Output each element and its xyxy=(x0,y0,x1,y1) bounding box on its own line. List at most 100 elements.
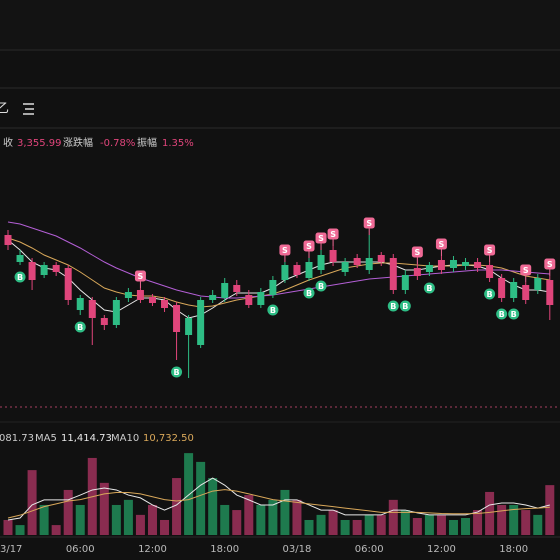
menu-icon[interactable] xyxy=(23,103,34,115)
volume-bar xyxy=(292,499,302,535)
vol-value: 081.73 xyxy=(0,433,34,444)
marker-badge xyxy=(267,304,279,316)
sell-marker: S xyxy=(411,246,423,264)
marker-badge xyxy=(327,228,339,240)
sell-marker: S xyxy=(544,258,556,276)
volume-bar xyxy=(473,510,483,535)
x-tick-label: 12:00 xyxy=(138,544,167,555)
volume-bar xyxy=(328,510,338,535)
volume-bar xyxy=(27,470,37,535)
volume-bar xyxy=(497,504,507,535)
volume-bar xyxy=(304,519,314,535)
buy-marker: B xyxy=(267,304,279,316)
buy-marker: B xyxy=(14,271,26,283)
candle-body xyxy=(449,260,457,268)
volume-bar xyxy=(99,482,109,535)
candle-body xyxy=(341,262,349,272)
volume-bar xyxy=(147,504,157,535)
ma-line xyxy=(7,221,550,299)
volume-bar xyxy=(39,504,49,535)
ma-line xyxy=(7,237,550,308)
volume-bar xyxy=(196,461,206,535)
toolbar-label[interactable]: 乙 xyxy=(0,102,9,117)
volume-bar xyxy=(533,514,543,535)
candle-body xyxy=(498,278,506,298)
volume-bar xyxy=(400,510,410,535)
volume-bar xyxy=(63,489,73,535)
candle-body xyxy=(437,260,445,270)
volume-bar xyxy=(220,504,230,535)
volume-bar xyxy=(545,485,555,535)
volume-bar xyxy=(160,519,170,535)
marker-label: B xyxy=(77,323,83,332)
marker-label: S xyxy=(306,242,312,251)
marker-badge xyxy=(315,280,327,292)
marker-badge xyxy=(508,308,520,320)
candle-body xyxy=(353,258,361,265)
marker-label: S xyxy=(318,234,324,243)
candle-body xyxy=(185,318,193,335)
volume-bar xyxy=(412,518,422,535)
sell-marker: S xyxy=(303,240,315,258)
buy-marker: B xyxy=(484,288,496,300)
candle-body xyxy=(52,265,60,272)
marker-badge xyxy=(363,217,375,229)
candle-body xyxy=(329,250,337,262)
candle-body xyxy=(233,285,241,292)
volume-bar xyxy=(123,499,133,535)
buy-marker: B xyxy=(508,308,520,320)
close-value: 3,355.99 xyxy=(17,138,62,149)
marker-label: S xyxy=(439,240,445,249)
change-value: -0.78% xyxy=(100,138,135,149)
sell-marker: S xyxy=(134,270,146,288)
marker-label: S xyxy=(282,246,288,255)
candle-body xyxy=(64,268,72,300)
marker-label: S xyxy=(138,272,144,281)
marker-badge xyxy=(520,264,532,276)
sell-marker: S xyxy=(484,244,496,262)
candle-body xyxy=(293,265,301,275)
volume-bar xyxy=(352,519,362,535)
marker-badge xyxy=(303,240,315,252)
marker-badge xyxy=(544,258,556,270)
candle-body xyxy=(377,255,385,262)
marker-label: B xyxy=(174,368,180,377)
candle-body xyxy=(269,280,277,295)
marker-label: S xyxy=(366,219,372,228)
marker-badge xyxy=(484,244,496,256)
volume-bar xyxy=(461,518,471,535)
volume-bar xyxy=(208,478,218,535)
volume-bar xyxy=(135,514,145,535)
volume-bar xyxy=(436,514,446,535)
sell-marker: S xyxy=(520,264,532,282)
candle-body xyxy=(462,262,470,266)
candle-body xyxy=(389,258,397,290)
x-tick-label: 18:00 xyxy=(210,544,239,555)
marker-label: B xyxy=(306,289,312,298)
volume-bar xyxy=(376,514,386,535)
marker-label: B xyxy=(318,282,324,291)
candle-body xyxy=(16,255,24,262)
candle-body xyxy=(522,285,530,300)
marker-badge xyxy=(74,321,86,333)
volume-bar xyxy=(172,478,182,535)
marker-label: S xyxy=(523,266,529,275)
volume-bar xyxy=(256,504,266,535)
ma10-label: MA10 xyxy=(111,433,139,444)
buy-marker: B xyxy=(496,308,508,320)
candle-body xyxy=(136,290,144,300)
marker-badge xyxy=(315,232,327,244)
marker-label: S xyxy=(414,248,420,257)
sell-marker: S xyxy=(279,244,291,262)
marker-badge xyxy=(279,244,291,256)
volume-bar xyxy=(268,499,278,535)
candle-body xyxy=(257,292,265,305)
marker-label: B xyxy=(511,310,517,319)
marker-badge xyxy=(496,308,508,320)
marker-badge xyxy=(14,271,26,283)
marker-badge xyxy=(435,238,447,250)
x-tick-label: 06:00 xyxy=(355,544,384,555)
volume-bar xyxy=(364,514,374,535)
volume-bar xyxy=(509,504,519,535)
